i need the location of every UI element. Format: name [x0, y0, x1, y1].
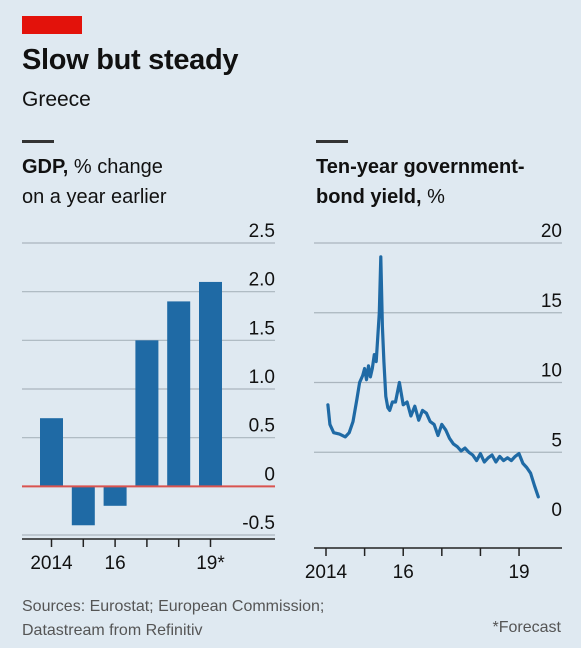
gdp-title-line2: on a year earlier	[22, 186, 167, 208]
gdp-ytick-label: -0.5	[242, 513, 275, 534]
gdp-ytick-label: 0.5	[249, 416, 275, 437]
sources-line-1: Sources: Eurostat; European Commission;	[22, 598, 325, 615]
bond-yield-line	[326, 255, 540, 499]
gdp-title-rest: % change	[68, 156, 163, 178]
bond-panel-rule	[316, 140, 348, 143]
gdp-ytick-label: 1.0	[249, 367, 275, 388]
bond-xtick-label: 19	[508, 562, 529, 583]
forecast-footnote: *Forecast	[492, 619, 561, 636]
gdp-ytick-label: 2.0	[249, 270, 275, 291]
gdp-ytick-label: 2.5	[249, 221, 275, 242]
gdp-ytick-label: 1.5	[249, 318, 275, 339]
gdp-bar	[103, 486, 127, 506]
gdp-panel-rule	[22, 140, 54, 143]
gdp-xtick-label: 2014	[30, 553, 73, 574]
bond-title-bold-1: Ten-year government-	[316, 156, 525, 178]
bond-xtick-label: 16	[393, 562, 414, 583]
bond-title-bold-2: bond yield,	[316, 186, 422, 208]
gdp-bar	[71, 486, 95, 526]
gdp-ytick-label: 0	[264, 464, 275, 485]
gdp-xtick-label: 16	[105, 553, 126, 574]
gdp-panel-title: GDP, % change on a year earlier	[22, 152, 167, 212]
gdp-bar	[135, 340, 159, 487]
bond-ytick-label: 10	[541, 361, 562, 382]
gdp-bar	[40, 418, 63, 487]
bond-xtick-label: 2014	[305, 562, 348, 583]
bond-title-rest: %	[421, 186, 445, 208]
gdp-bar	[199, 281, 222, 487]
gdp-title-bold: GDP,	[22, 156, 69, 178]
sources-line-2: Datastream from Refinitiv	[22, 622, 203, 639]
bond-ytick-label: 15	[541, 291, 562, 312]
chart-subtitle: Greece	[22, 88, 91, 111]
gdp-xtick-label: 19*	[196, 553, 225, 574]
chart-title: Slow but steady	[22, 44, 239, 76]
bond-ytick-label: 0	[551, 500, 562, 521]
bond-ytick-label: 20	[541, 221, 562, 242]
bond-panel-title: Ten-year government- bond yield, %	[316, 152, 525, 212]
bond-ytick-label: 5	[551, 430, 562, 451]
sources-note: Sources: Eurostat; European Commission; …	[22, 595, 422, 643]
brand-tag	[22, 16, 82, 34]
gdp-bar	[167, 301, 191, 487]
